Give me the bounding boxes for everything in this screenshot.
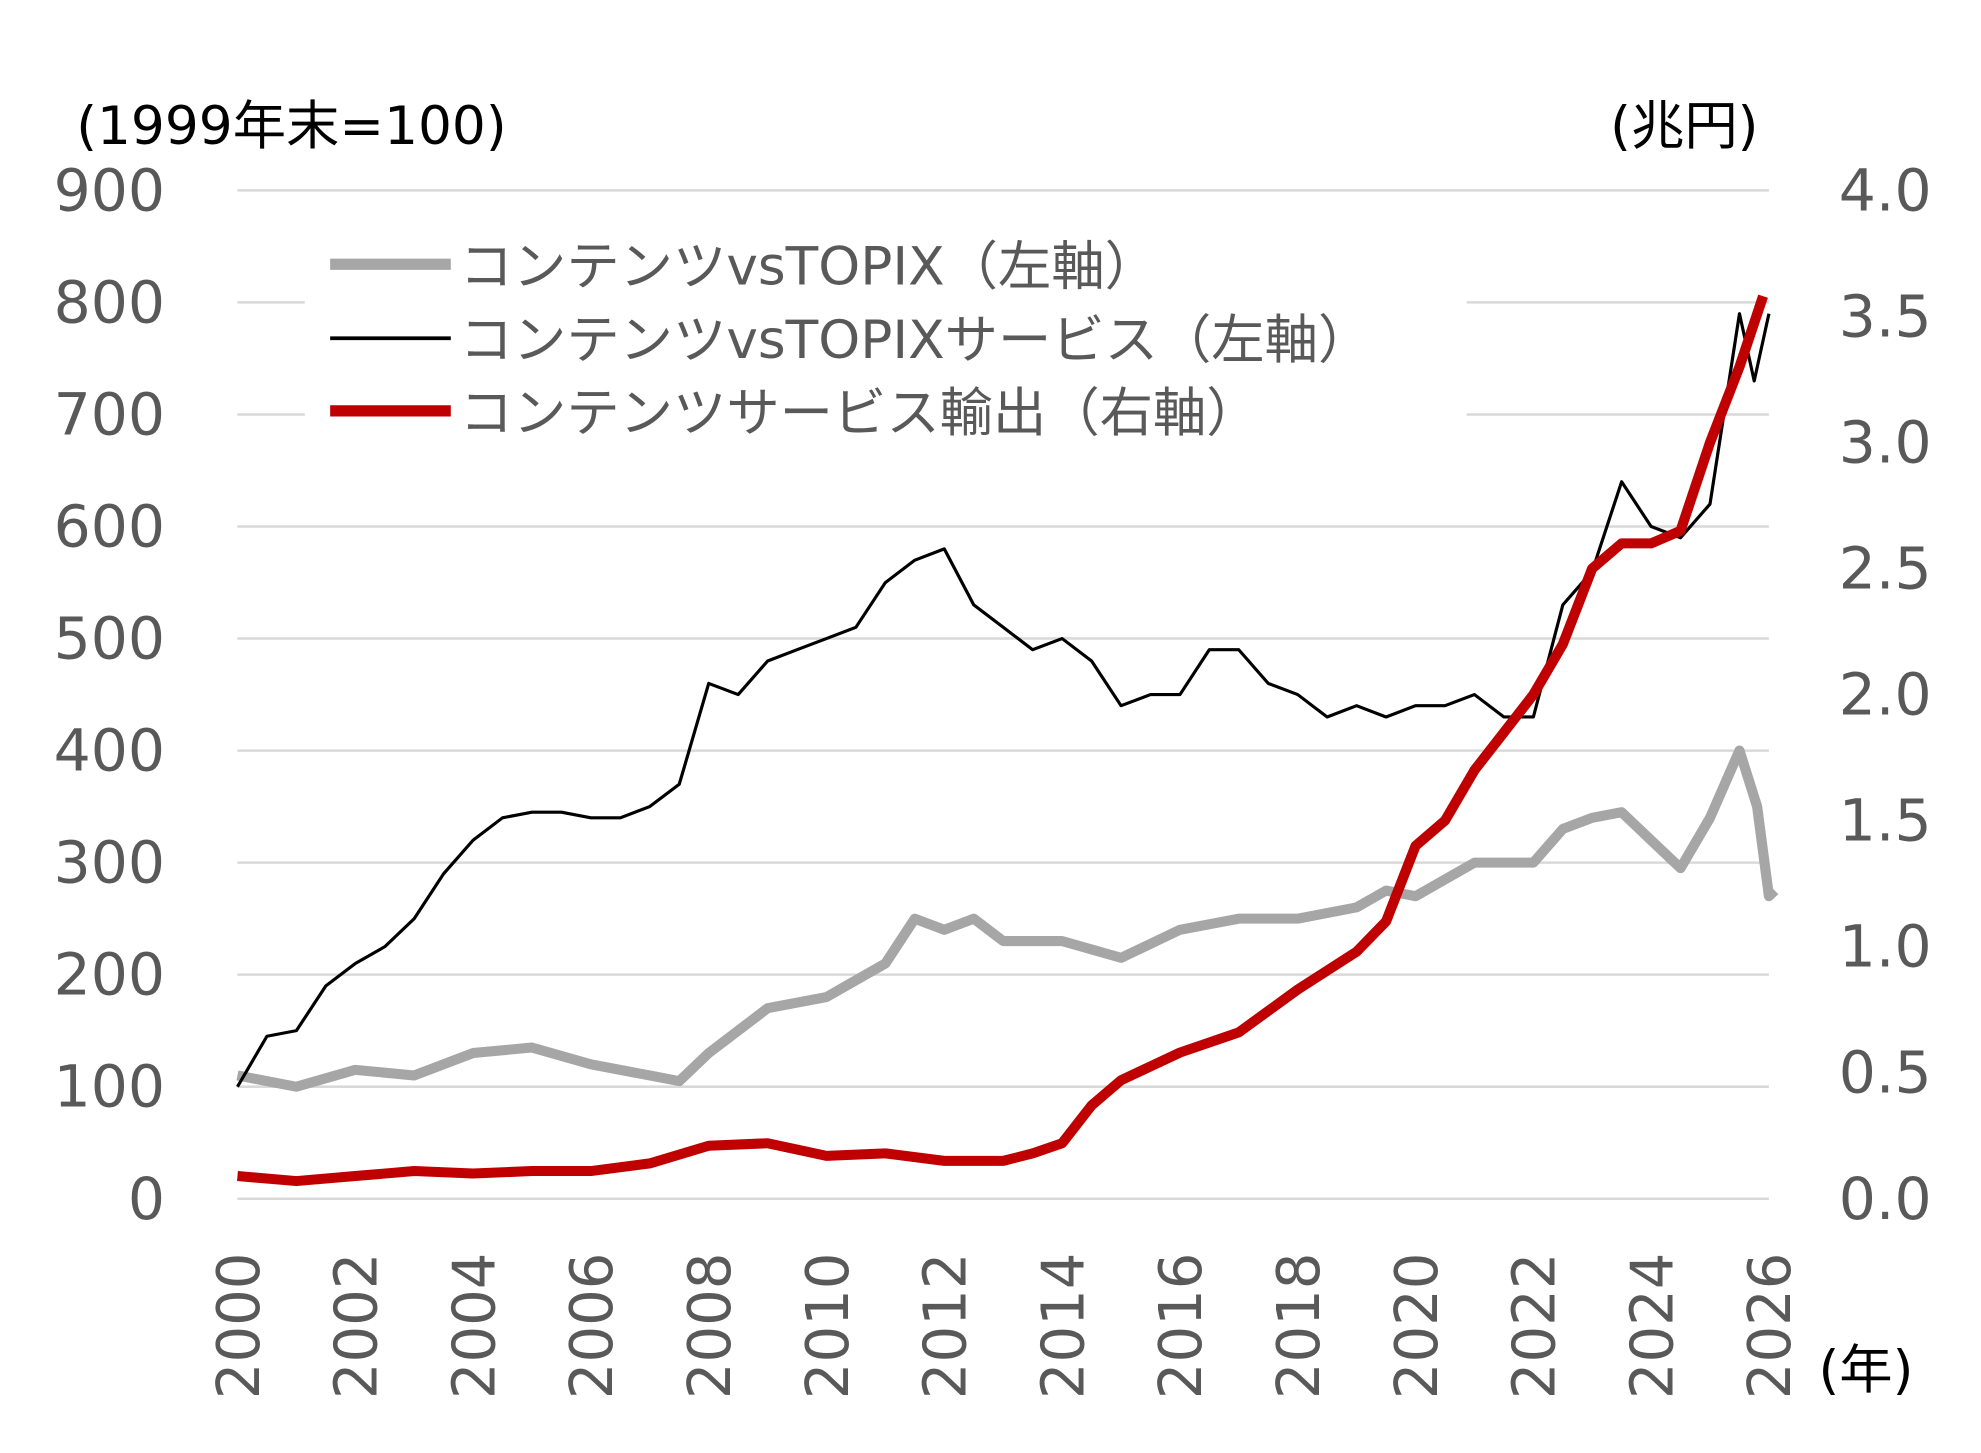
y-right-tick-label: 1.0: [1839, 913, 1932, 981]
y-left-tick-label: 900: [54, 157, 165, 225]
y-right-tick-label: 4.0: [1839, 157, 1932, 225]
x-tick-label: 2006: [558, 1253, 626, 1400]
x-tick-label: 2004: [440, 1253, 508, 1400]
x-tick-label: 2008: [676, 1253, 744, 1400]
x-tick-label: 2024: [1618, 1253, 1686, 1400]
y-right-tick-label: 2.5: [1839, 535, 1932, 603]
legend-label-1: コンテンツvsTOPIXサービス（左軸）: [460, 311, 1372, 372]
y-left-tick-label: 800: [54, 269, 165, 337]
x-tick-label: 2026: [1736, 1253, 1804, 1400]
x-tick-label: 2020: [1382, 1253, 1450, 1400]
x-tick-label: 2022: [1500, 1253, 1568, 1400]
x-tick-label: 2012: [911, 1253, 979, 1400]
y-left-tick-label: 700: [54, 381, 165, 449]
x-axis-ticks: 2000 2002 2004 2006 2008 2010 2012 2014 2016 2018…: [204, 1253, 1804, 1400]
y-right-tick-label: 0.0: [1839, 1165, 1932, 1233]
y-right-tick-label: 3.0: [1839, 409, 1932, 477]
y-left-tick-label: 400: [54, 717, 165, 785]
y-left-tick-label: 200: [54, 941, 165, 1009]
legend-background: [304, 225, 1467, 445]
y-left-tick-label: 300: [54, 829, 165, 897]
legend: コンテンツvsTOPIX（左軸） コンテンツvsTOPIXサービス（左軸） コン…: [330, 237, 1371, 444]
x-tick-label: 2000: [204, 1253, 272, 1400]
x-tick-label: 2018: [1265, 1253, 1333, 1400]
right-y-axis-ticks: 0.0 0.5 1.0 1.5 2.0 2.5 3.0 3.5 4.0: [1839, 157, 1932, 1233]
left-y-axis-ticks: 0 100 200 300 400 500 600 700 800 900: [54, 157, 165, 1233]
series-line-2: [237, 294, 1768, 1187]
x-tick-label: 2010: [793, 1253, 861, 1400]
series-line-0: [236, 745, 1779, 1092]
series-lines: [236, 294, 1779, 1187]
y-right-tick-label: 3.5: [1839, 283, 1932, 351]
x-tick-label: 2014: [1029, 1253, 1097, 1400]
legend-label-2: コンテンツサービス輸出（右軸）: [460, 383, 1260, 444]
left-axis-unit: (1999年末=100): [76, 96, 506, 157]
x-tick-label: 2002: [322, 1253, 390, 1400]
y-right-tick-label: 2.0: [1839, 661, 1932, 729]
y-left-tick-label: 100: [54, 1053, 165, 1121]
y-left-tick-label: 0: [128, 1165, 165, 1233]
x-axis-unit: (年): [1818, 1340, 1913, 1401]
y-right-tick-label: 1.5: [1839, 787, 1932, 855]
series-line-1: [236, 312, 1771, 1088]
y-left-tick-label: 600: [54, 493, 165, 561]
right-axis-unit: (兆円): [1610, 96, 1758, 157]
legend-label-0: コンテンツvsTOPIX（左軸）: [460, 237, 1158, 298]
y-right-tick-label: 0.5: [1839, 1039, 1932, 1107]
y-left-tick-label: 500: [54, 605, 165, 673]
x-tick-label: 2016: [1147, 1253, 1215, 1400]
